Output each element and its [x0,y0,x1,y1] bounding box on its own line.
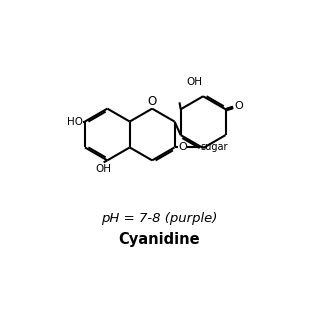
Text: OH: OH [96,164,112,173]
Text: pH = 7-8 (purple): pH = 7-8 (purple) [101,212,217,225]
Text: HO: HO [67,116,83,126]
Text: O: O [148,95,157,108]
Text: O: O [178,142,187,152]
Text: Cyanidine: Cyanidine [118,232,200,247]
Text: OH: OH [187,77,203,87]
Text: sugar: sugar [201,142,228,152]
Text: O: O [235,101,244,111]
